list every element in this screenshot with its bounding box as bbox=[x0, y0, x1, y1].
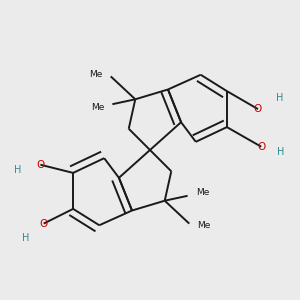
Text: O: O bbox=[254, 104, 262, 114]
Text: Me: Me bbox=[197, 221, 211, 230]
Text: O: O bbox=[40, 219, 48, 229]
Text: H: H bbox=[22, 233, 29, 243]
Text: O: O bbox=[257, 142, 266, 152]
Text: H: H bbox=[275, 93, 283, 103]
Text: H: H bbox=[277, 147, 285, 157]
Text: Me: Me bbox=[196, 188, 209, 197]
Text: Me: Me bbox=[89, 70, 103, 79]
Text: Me: Me bbox=[91, 103, 104, 112]
Text: O: O bbox=[36, 160, 44, 170]
Text: H: H bbox=[14, 165, 21, 175]
